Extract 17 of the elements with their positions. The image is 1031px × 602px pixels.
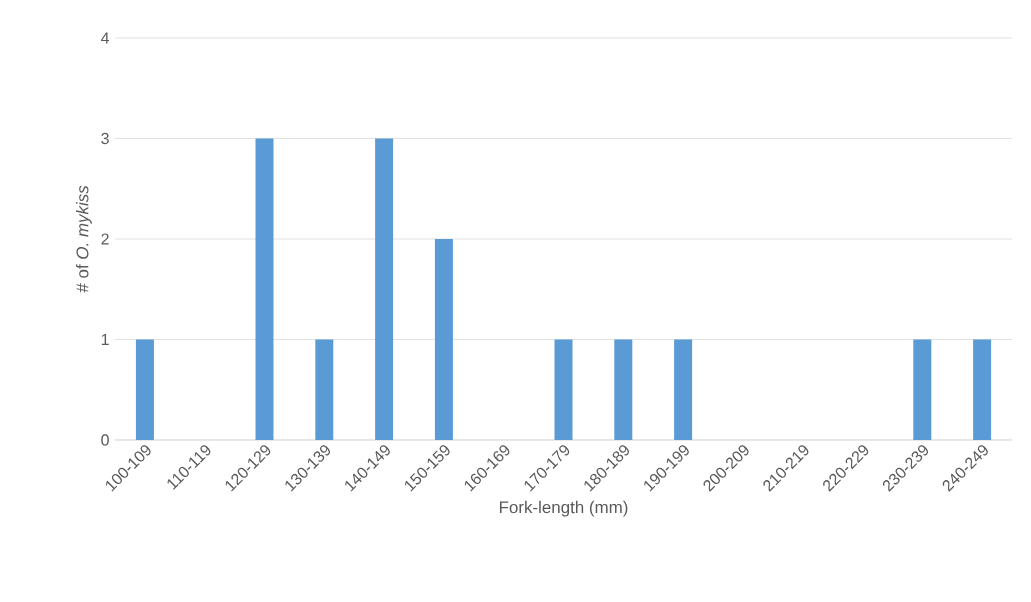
bar <box>913 339 932 440</box>
bar <box>375 138 394 440</box>
bar <box>973 339 992 440</box>
bar <box>255 138 274 440</box>
y-tick-label: 2 <box>101 233 109 245</box>
bar <box>135 339 154 440</box>
y-tick-label: 4 <box>100 32 110 44</box>
bar <box>614 339 633 440</box>
bar <box>434 238 453 440</box>
y-tick-label: 3 <box>101 132 109 145</box>
bar <box>674 339 693 440</box>
bar <box>315 339 334 440</box>
bar <box>554 339 573 440</box>
y-axis-title: # of O. mykiss <box>76 185 92 293</box>
y-tick-label: 0 <box>101 434 109 446</box>
x-axis-title: Fork-length (mm) <box>499 500 628 517</box>
y-tick-label: 1 <box>101 334 109 345</box>
